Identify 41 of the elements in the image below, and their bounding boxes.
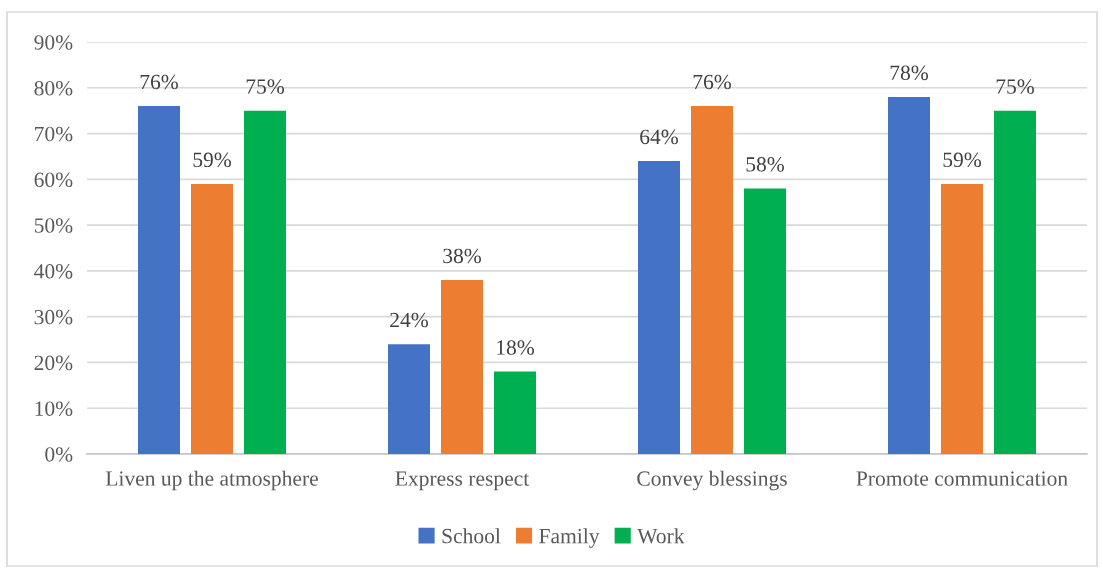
x-tick-label: Promote communication (856, 471, 1068, 486)
y-tick-label: 50% (34, 218, 73, 233)
data-label: 59% (193, 152, 231, 168)
y-tick-label: 0% (45, 447, 73, 462)
y-tick-label: 90% (34, 35, 73, 50)
x-tick-label: Express respect (395, 471, 530, 491)
bar (388, 344, 430, 454)
data-label: 24% (390, 312, 428, 328)
data-label: 75% (246, 79, 284, 94)
bar (888, 96, 930, 454)
y-tick-label: 10% (35, 401, 73, 416)
y-tick-label: 40% (34, 264, 73, 279)
data-label: 76% (693, 74, 731, 90)
data-label: 38% (443, 248, 481, 264)
bar (691, 106, 733, 454)
bar (138, 106, 180, 454)
y-tick-label: 30% (34, 309, 73, 325)
bar (441, 280, 483, 454)
y-tick-label: 60% (34, 172, 73, 188)
y-tick-label: 20% (34, 355, 73, 371)
data-label: 58% (746, 157, 784, 172)
data-label: 59% (943, 152, 981, 168)
data-label: 78% (890, 65, 928, 81)
data-label: 18% (497, 340, 534, 355)
bar (244, 110, 286, 454)
x-tick-label: Convey blessings (637, 470, 787, 491)
data-label: 75% (996, 79, 1034, 94)
data-label: 64% (640, 129, 678, 145)
bar (494, 371, 536, 454)
bar (941, 183, 983, 454)
legend-label: Family (539, 528, 600, 548)
bar (191, 183, 233, 454)
data-label: 76% (140, 74, 178, 90)
x-tick-label: Liven up the atmosphere (105, 470, 318, 491)
legend-label: School (442, 528, 501, 544)
y-tick-label: 70% (35, 126, 73, 142)
legend-label: Work (637, 528, 685, 544)
bar (994, 110, 1036, 454)
y-tick-label: 80% (34, 80, 73, 96)
bar (638, 161, 680, 454)
bar (744, 188, 786, 454)
